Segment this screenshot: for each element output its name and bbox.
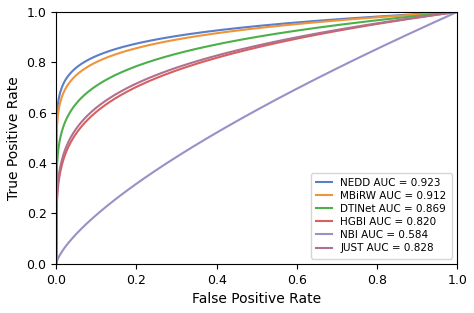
NBI AUC = 0.584 — [382, 43, 388, 47]
NBI AUC = 0.584 — [292, 88, 298, 92]
Line: NEDD AUC = 0.923: NEDD AUC = 0.923 — [56, 12, 457, 264]
Line: NBI AUC = 0.584: NBI AUC = 0.584 — [56, 12, 457, 264]
DTINet AUC = 0.869 — [54, 262, 59, 266]
JUST AUC = 0.828 — [292, 36, 298, 39]
Line: HGBI AUC = 0.820: HGBI AUC = 0.820 — [56, 12, 457, 264]
HGBI AUC = 0.820 — [292, 37, 298, 41]
NEDD AUC = 0.923 — [54, 262, 59, 266]
NEDD AUC = 0.923 — [246, 25, 252, 29]
JUST AUC = 0.828 — [54, 262, 59, 266]
NEDD AUC = 0.923 — [244, 25, 249, 29]
HGBI AUC = 0.820 — [382, 21, 388, 25]
NBI AUC = 0.584 — [246, 112, 252, 116]
MBiRW AUC = 0.912 — [382, 15, 388, 18]
JUST AUC = 0.828 — [454, 10, 460, 14]
JUST AUC = 0.828 — [246, 46, 252, 49]
MBiRW AUC = 0.912 — [246, 27, 252, 31]
DTINet AUC = 0.869 — [244, 37, 249, 41]
NBI AUC = 0.584 — [244, 114, 249, 117]
HGBI AUC = 0.820 — [454, 10, 460, 14]
MBiRW AUC = 0.912 — [270, 24, 276, 28]
JUST AUC = 0.828 — [382, 20, 388, 24]
HGBI AUC = 0.820 — [270, 42, 276, 46]
NEDD AUC = 0.923 — [382, 14, 388, 18]
MBiRW AUC = 0.912 — [454, 10, 460, 14]
NEDD AUC = 0.923 — [270, 23, 276, 26]
Y-axis label: True Positive Rate: True Positive Rate — [7, 76, 21, 200]
JUST AUC = 0.828 — [270, 40, 276, 44]
NBI AUC = 0.584 — [270, 99, 276, 103]
DTINet AUC = 0.869 — [454, 10, 460, 14]
Line: JUST AUC = 0.828: JUST AUC = 0.828 — [56, 12, 457, 264]
NEDD AUC = 0.923 — [445, 11, 450, 14]
Line: MBiRW AUC = 0.912: MBiRW AUC = 0.912 — [56, 12, 457, 264]
NBI AUC = 0.584 — [54, 262, 59, 266]
DTINet AUC = 0.869 — [445, 11, 450, 15]
DTINet AUC = 0.869 — [270, 32, 276, 36]
X-axis label: False Positive Rate: False Positive Rate — [192, 292, 321, 306]
JUST AUC = 0.828 — [445, 11, 450, 15]
MBiRW AUC = 0.912 — [54, 262, 59, 266]
MBiRW AUC = 0.912 — [292, 22, 298, 26]
DTINet AUC = 0.869 — [382, 18, 388, 21]
HGBI AUC = 0.820 — [246, 48, 252, 51]
Legend: NEDD AUC = 0.923, MBiRW AUC = 0.912, DTINet AUC = 0.869, HGBI AUC = 0.820, NBI A: NEDD AUC = 0.923, MBiRW AUC = 0.912, DTI… — [311, 172, 452, 259]
HGBI AUC = 0.820 — [445, 11, 450, 15]
HGBI AUC = 0.820 — [244, 48, 249, 52]
NBI AUC = 0.584 — [454, 10, 460, 14]
DTINet AUC = 0.869 — [246, 36, 252, 40]
MBiRW AUC = 0.912 — [244, 28, 249, 31]
HGBI AUC = 0.820 — [54, 262, 59, 266]
Line: DTINet AUC = 0.869: DTINet AUC = 0.869 — [56, 12, 457, 264]
DTINet AUC = 0.869 — [292, 29, 298, 33]
NEDD AUC = 0.923 — [292, 21, 298, 24]
NEDD AUC = 0.923 — [454, 10, 460, 14]
JUST AUC = 0.828 — [244, 46, 249, 50]
MBiRW AUC = 0.912 — [445, 11, 450, 14]
NBI AUC = 0.584 — [445, 14, 450, 18]
